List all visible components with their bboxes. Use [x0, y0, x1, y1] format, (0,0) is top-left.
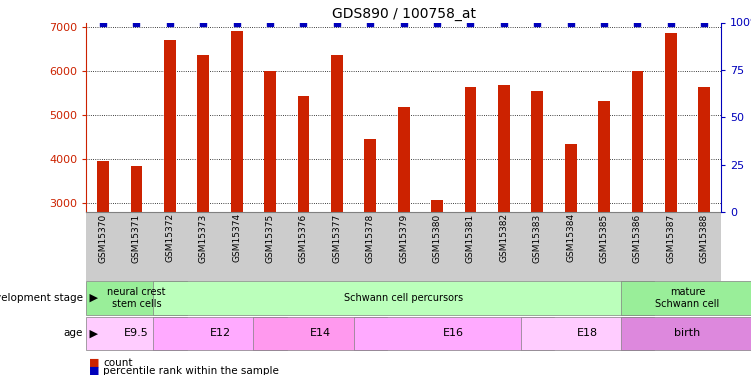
- Text: E18: E18: [577, 328, 598, 338]
- Text: E16: E16: [443, 328, 464, 338]
- Text: ■: ■: [89, 366, 99, 375]
- Text: development stage: development stage: [0, 293, 83, 303]
- Bar: [498, 85, 510, 212]
- Bar: [599, 101, 610, 212]
- Bar: [297, 96, 309, 212]
- Bar: [532, 91, 543, 212]
- Bar: [665, 33, 677, 212]
- Bar: [465, 87, 476, 212]
- Bar: [398, 106, 409, 212]
- Text: E12: E12: [210, 328, 231, 338]
- Text: mature
Schwann cell: mature Schwann cell: [656, 287, 719, 309]
- Bar: [431, 200, 443, 212]
- Text: age: age: [63, 328, 83, 338]
- Text: count: count: [103, 358, 132, 368]
- Text: E9.5: E9.5: [124, 328, 149, 338]
- Text: ■: ■: [89, 358, 99, 368]
- Text: neural crest
stem cells: neural crest stem cells: [107, 287, 166, 309]
- Bar: [632, 71, 644, 212]
- Bar: [264, 71, 276, 212]
- Bar: [164, 40, 176, 212]
- Bar: [698, 87, 710, 212]
- Bar: [364, 139, 376, 212]
- Text: ▶: ▶: [86, 293, 98, 303]
- Bar: [331, 55, 342, 212]
- Text: percentile rank within the sample: percentile rank within the sample: [103, 366, 279, 375]
- Bar: [198, 55, 209, 212]
- Bar: [97, 161, 109, 212]
- Text: Schwann cell percursors: Schwann cell percursors: [344, 293, 463, 303]
- Text: E14: E14: [309, 328, 330, 338]
- Bar: [231, 31, 243, 212]
- Title: GDS890 / 100758_at: GDS890 / 100758_at: [332, 8, 475, 21]
- Text: ▶: ▶: [86, 328, 98, 338]
- Bar: [565, 144, 577, 212]
- Bar: [131, 166, 142, 212]
- Text: birth: birth: [674, 328, 701, 338]
